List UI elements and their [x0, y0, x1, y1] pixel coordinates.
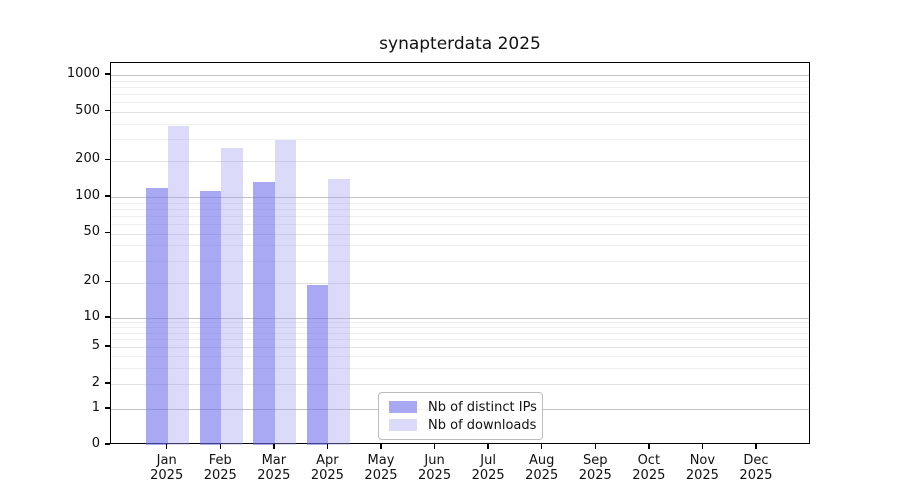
- x-tick-mark: [433, 444, 436, 449]
- bar-distinct-ips: [146, 187, 168, 445]
- y-tick-mark: [105, 195, 110, 197]
- y-tick-label: 1000: [66, 65, 100, 81]
- x-tick-mark: [648, 444, 650, 449]
- gridline-minor: [111, 215, 809, 217]
- grid-layer: [111, 63, 809, 443]
- gridline-mid: [111, 384, 809, 385]
- x-tick-mark: [487, 444, 489, 449]
- legend-label-downloads: Nb of downloads: [428, 417, 537, 433]
- gridline-minor: [111, 102, 809, 103]
- x-tick-label: Dec 2025: [739, 453, 773, 483]
- x-tick-label: Mar 2025: [257, 453, 291, 483]
- gridline-mid: [111, 160, 809, 162]
- x-tick-label: Jan 2025: [150, 453, 184, 483]
- x-tick-label: Oct 2025: [632, 453, 666, 483]
- gridline-minor: [111, 339, 809, 341]
- x-tick-label: Feb 2025: [203, 453, 237, 483]
- gridline-minor: [111, 260, 809, 262]
- gridline-minor: [111, 138, 809, 140]
- gridline-minor: [111, 86, 809, 88]
- x-tick-label: Aug 2025: [525, 453, 559, 483]
- gridline-minor: [111, 332, 809, 334]
- bar-downloads: [328, 178, 351, 445]
- gridline-minor: [111, 356, 809, 357]
- gridline-major: [111, 75, 809, 76]
- chart-title: synapterdata 2025: [379, 34, 541, 54]
- x-tick-mark: [594, 444, 596, 449]
- bar-downloads: [221, 147, 243, 445]
- y-tick-label: 2: [91, 374, 100, 390]
- x-tick-label: Sep 2025: [578, 453, 612, 483]
- gridline-minor: [111, 208, 809, 210]
- x-tick-label: Jul 2025: [471, 453, 505, 483]
- y-tick-mark: [105, 316, 110, 318]
- bar-downloads: [167, 126, 190, 445]
- x-tick-mark: [273, 444, 275, 449]
- legend-item-distinct-ips: Nb of distinct IPs: [387, 398, 537, 416]
- y-tick-mark: [105, 382, 110, 384]
- bar-downloads: [274, 139, 297, 445]
- x-tick-mark: [701, 444, 704, 449]
- y-tick-mark: [105, 443, 110, 445]
- y-tick-label: 0: [91, 436, 100, 451]
- legend-item-downloads: Nb of downloads: [387, 416, 537, 434]
- x-tick-mark: [380, 444, 382, 449]
- gridline-mid: [111, 282, 809, 284]
- bar-distinct-ips: [306, 285, 329, 445]
- gridline-minor: [111, 327, 809, 329]
- bar-distinct-ips: [199, 191, 222, 445]
- gridline-mid: [111, 233, 809, 235]
- x-tick-mark: [219, 444, 221, 449]
- bar-distinct-ips: [253, 182, 275, 445]
- y-tick-label: 5: [91, 338, 100, 354]
- legend-swatch-distinct-ips: [389, 401, 417, 413]
- gridline-major: [111, 318, 809, 319]
- gridline-minor: [111, 202, 809, 204]
- plot-area: [110, 62, 810, 445]
- y-tick-mark: [105, 158, 110, 161]
- y-tick-label: 20: [83, 273, 100, 289]
- y-tick-label: 100: [75, 188, 100, 203]
- bars-layer: [111, 63, 809, 445]
- y-tick-mark: [105, 231, 110, 234]
- x-tick-mark: [755, 444, 757, 449]
- legend: Nb of distinct IPs Nb of downloads: [378, 392, 543, 440]
- x-tick-label: May 2025: [364, 453, 398, 483]
- gridline-minor: [111, 245, 809, 247]
- y-tick-mark: [105, 407, 110, 409]
- y-tick-label: 1: [91, 400, 100, 415]
- gridline-mid: [111, 111, 809, 113]
- x-tick-label: Nov 2025: [685, 453, 719, 483]
- x-tick-mark: [166, 444, 168, 449]
- y-tick-label: 50: [83, 224, 100, 240]
- gridline-minor: [111, 322, 809, 324]
- y-tick-label: 200: [75, 151, 100, 167]
- legend-label-distinct-ips: Nb of distinct IPs: [428, 399, 537, 415]
- y-tick-label: 10: [83, 308, 100, 324]
- gridline-minor: [111, 93, 809, 95]
- x-tick-label: Jun 2025: [418, 453, 452, 483]
- gridline-minor: [111, 123, 809, 125]
- gridline-minor: [111, 80, 809, 82]
- x-tick-mark: [326, 444, 329, 449]
- x-tick-label: Apr 2025: [310, 453, 344, 483]
- gridline-major: [111, 197, 809, 198]
- y-tick-label: 500: [75, 102, 100, 118]
- y-tick-mark: [105, 280, 110, 283]
- y-tick-mark: [105, 73, 110, 75]
- y-tick-mark: [105, 345, 110, 347]
- gridline-minor: [111, 223, 809, 225]
- gridline-mid: [111, 347, 809, 348]
- y-tick-mark: [105, 110, 110, 112]
- gridline-minor: [111, 367, 809, 369]
- x-tick-mark: [540, 444, 543, 449]
- legend-swatch-downloads: [389, 419, 417, 431]
